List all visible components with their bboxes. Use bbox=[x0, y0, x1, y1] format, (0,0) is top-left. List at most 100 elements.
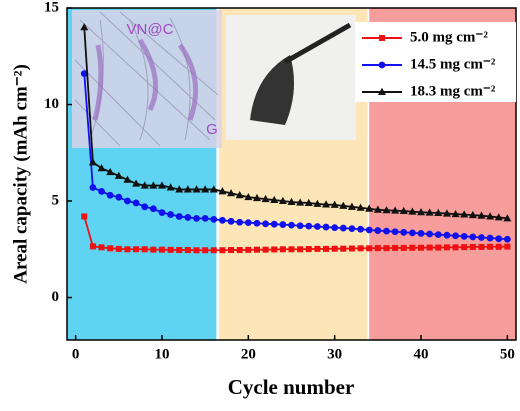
marker bbox=[460, 232, 468, 240]
x-tick-label: 30 bbox=[327, 346, 342, 362]
marker bbox=[115, 193, 123, 201]
marker bbox=[330, 200, 339, 208]
x-tick-label: 0 bbox=[72, 346, 80, 362]
marker bbox=[339, 224, 347, 232]
marker bbox=[253, 219, 261, 227]
marker bbox=[443, 231, 451, 239]
marker bbox=[452, 232, 459, 240]
marker bbox=[400, 228, 408, 236]
marker bbox=[167, 246, 174, 253]
marker bbox=[288, 221, 295, 229]
marker bbox=[97, 164, 106, 172]
marker bbox=[219, 247, 226, 254]
marker bbox=[468, 210, 477, 219]
marker bbox=[123, 175, 132, 183]
plot bbox=[80, 23, 512, 254]
marker bbox=[469, 243, 476, 250]
marker bbox=[434, 231, 442, 239]
marker bbox=[141, 246, 148, 253]
marker bbox=[435, 244, 442, 251]
marker bbox=[209, 185, 218, 193]
marker bbox=[443, 244, 450, 251]
marker bbox=[503, 235, 511, 243]
marker bbox=[262, 246, 269, 253]
marker bbox=[157, 181, 166, 189]
marker bbox=[313, 199, 322, 207]
marker bbox=[504, 243, 511, 250]
marker bbox=[383, 227, 390, 235]
marker bbox=[339, 201, 348, 209]
marker bbox=[228, 247, 235, 254]
marker bbox=[461, 244, 468, 251]
marker bbox=[210, 247, 217, 254]
marker bbox=[391, 228, 399, 236]
marker bbox=[252, 193, 261, 202]
marker bbox=[486, 212, 495, 220]
marker bbox=[477, 211, 486, 219]
marker bbox=[305, 246, 312, 253]
marker bbox=[297, 246, 304, 253]
marker bbox=[304, 198, 313, 206]
marker bbox=[418, 244, 425, 251]
marker bbox=[322, 200, 331, 208]
legend-label: 18.3 mg cm⁻² bbox=[410, 83, 496, 99]
marker bbox=[382, 206, 391, 214]
marker bbox=[331, 224, 339, 232]
graphene-pattern bbox=[74, 11, 219, 147]
marker bbox=[331, 245, 338, 252]
marker bbox=[486, 234, 494, 242]
marker bbox=[357, 225, 364, 233]
marker bbox=[391, 206, 400, 214]
marker bbox=[494, 213, 503, 221]
x-tick-label: 50 bbox=[500, 346, 515, 362]
marker bbox=[365, 204, 374, 212]
marker bbox=[408, 207, 417, 215]
marker bbox=[132, 179, 141, 187]
marker bbox=[253, 246, 260, 253]
marker bbox=[81, 213, 88, 220]
marker bbox=[469, 233, 477, 241]
marker bbox=[442, 209, 451, 217]
marker bbox=[296, 198, 305, 206]
marker bbox=[365, 226, 373, 234]
marker bbox=[399, 206, 408, 215]
marker bbox=[244, 219, 252, 227]
marker bbox=[374, 227, 382, 234]
x-axis-title: Cycle number bbox=[228, 375, 355, 399]
marker bbox=[460, 210, 469, 218]
marker bbox=[89, 184, 97, 191]
inset-images: VN@C G bbox=[72, 10, 356, 148]
marker bbox=[452, 244, 459, 251]
x-tick-label: 10 bbox=[154, 346, 169, 362]
marker bbox=[80, 23, 89, 31]
marker bbox=[347, 202, 356, 210]
marker bbox=[305, 222, 313, 230]
marker bbox=[271, 246, 278, 253]
marker bbox=[425, 208, 434, 216]
marker bbox=[270, 220, 278, 228]
y-tick-label: 5 bbox=[52, 192, 60, 208]
marker bbox=[378, 87, 386, 95]
marker bbox=[98, 187, 105, 195]
marker bbox=[133, 246, 140, 253]
marker bbox=[366, 245, 373, 252]
x-tick-label: 40 bbox=[414, 346, 429, 362]
marker bbox=[487, 243, 494, 250]
marker bbox=[235, 191, 244, 199]
marker bbox=[175, 213, 183, 220]
marker bbox=[114, 171, 123, 179]
marker bbox=[192, 185, 201, 193]
marker bbox=[357, 245, 364, 252]
marker bbox=[373, 205, 382, 213]
marker bbox=[132, 199, 140, 207]
marker bbox=[236, 247, 243, 254]
marker bbox=[287, 197, 296, 205]
marker bbox=[201, 214, 209, 222]
marker bbox=[115, 245, 122, 252]
marker bbox=[279, 221, 287, 228]
marker bbox=[417, 208, 426, 216]
marker bbox=[245, 246, 252, 253]
marker bbox=[434, 208, 443, 216]
marker bbox=[184, 214, 192, 221]
